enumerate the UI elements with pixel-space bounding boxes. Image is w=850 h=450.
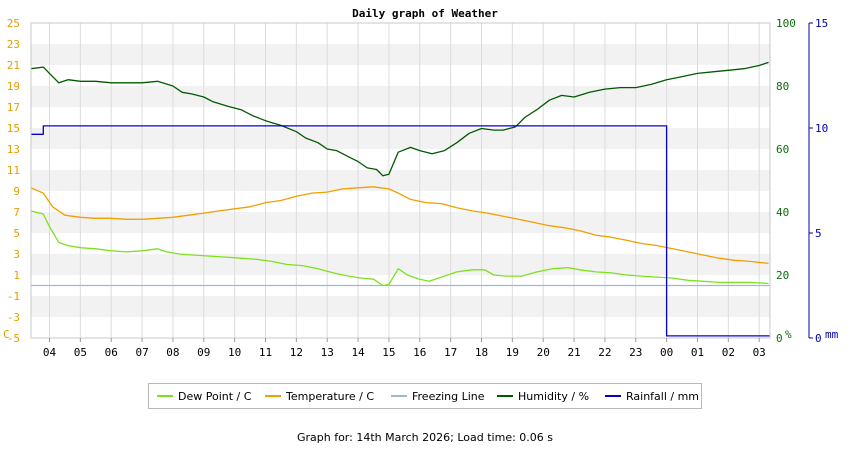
x-tick-label: 07: [135, 346, 148, 359]
humidity-axis-tick-label: 80: [776, 80, 789, 93]
left-axis-tick-label: -3: [7, 311, 20, 324]
temperature-swatch-icon: [265, 395, 281, 397]
legend-label-temperature: Temperature / C: [286, 389, 375, 403]
legend-label-dew-point: Dew Point / C: [178, 389, 252, 403]
legend-item-rainfall: Rainfall / mm: [605, 384, 699, 408]
legend-label-rainfall: Rainfall / mm: [626, 389, 700, 403]
background-band: [31, 233, 770, 254]
x-axis-ticks: 04 05 06 07 08 09 10 11 12 13 14 15 16 17 18 19 20 21 22 23…: [43, 338, 766, 359]
rainfall-axis-ticks: 0 5 10 15: [809, 17, 828, 345]
left-axis-tick-label: 1: [13, 269, 20, 282]
x-tick-label: 15: [382, 346, 395, 359]
left-axis-tick-label: 13: [7, 143, 20, 156]
footer-status: Graph for: 14th March 2026; Load time: 0…: [296, 431, 554, 444]
background-band: [31, 149, 770, 170]
background-band: [31, 44, 770, 65]
series-line-humidity: [30, 61, 769, 177]
left-axis-tick-label: -5: [7, 332, 20, 345]
background-band: [31, 191, 770, 212]
legend-item-humidity: Humidity / %: [497, 384, 589, 408]
x-tick-label: 05: [74, 346, 87, 359]
x-tick-label: 09: [197, 346, 210, 359]
humidity-axis-tick-label: 100: [776, 17, 796, 30]
x-tick-label: 01: [691, 346, 704, 359]
left-axis-unit: C: [3, 328, 10, 341]
legend-item-freezing-line: Freezing Line: [391, 384, 485, 408]
humidity-axis-ticks: 0 20 40 60 80 100: [776, 17, 796, 345]
x-tick-label: 03: [753, 346, 766, 359]
chart-title: Daily graph of Weather: [352, 7, 498, 20]
rainfall-axis-tick-label: 0: [815, 332, 822, 345]
background-band: [31, 317, 770, 338]
humidity-axis-tick-label: 0: [776, 332, 783, 345]
legend-label-humidity: Humidity / %: [518, 389, 590, 403]
x-tick-label: 23: [629, 346, 642, 359]
series-layer: [30, 61, 770, 337]
background-band: [31, 212, 770, 233]
left-axis-tick-label: 9: [13, 185, 20, 198]
x-tick-label: 12: [290, 346, 303, 359]
left-axis-tick-label: 17: [7, 101, 20, 114]
rainfall-swatch-icon: [605, 395, 621, 397]
legend-item-temperature: Temperature / C: [265, 384, 374, 408]
x-tick-label: 11: [259, 346, 272, 359]
rainfall-axis-tick-label: 15: [815, 17, 828, 30]
left-axis-tick-label: 5: [13, 227, 20, 240]
left-axis-tick-label: 7: [13, 206, 20, 219]
x-tick-label: 13: [321, 346, 334, 359]
x-tick-label: 19: [506, 346, 519, 359]
legend-label-freezing-line: Freezing Line: [412, 389, 485, 403]
left-axis-tick-label: 23: [7, 38, 20, 51]
legend: Dew Point / C Temperature / C Freezing L…: [148, 383, 702, 409]
x-tick-label: 22: [598, 346, 611, 359]
x-tick-label: 04: [43, 346, 57, 359]
x-tick-label: 16: [413, 346, 426, 359]
background-band: [31, 254, 770, 275]
left-axis-tick-label: -1: [7, 290, 20, 303]
x-tick-label: 14: [351, 346, 365, 359]
left-axis-tick-label: 3: [13, 248, 20, 261]
dew-point-swatch-icon: [157, 395, 173, 397]
humidity-axis-tick-label: 40: [776, 206, 789, 219]
humidity-axis-tick-label: 60: [776, 143, 789, 156]
left-axis-tick-label: 19: [7, 80, 20, 93]
left-axis-tick-label: 21: [7, 59, 20, 72]
freezing-line-swatch-icon: [391, 395, 407, 397]
x-tick-label: 10: [228, 346, 241, 359]
background-band: [31, 170, 770, 191]
rainfall-axis-unit: mm: [825, 328, 839, 341]
series-line-rainfall: [31, 125, 770, 337]
legend-item-dew-point: Dew Point / C: [157, 384, 251, 408]
left-axis-tick-label: 25: [7, 17, 20, 30]
humidity-axis-tick-label: 20: [776, 269, 789, 282]
rainfall-axis-tick-label: 10: [815, 122, 828, 135]
background-band: [31, 296, 770, 317]
x-tick-label: 00: [660, 346, 673, 359]
x-tick-label: 06: [105, 346, 118, 359]
x-tick-label: 08: [166, 346, 179, 359]
left-axis-tick-label: 11: [7, 164, 20, 177]
x-tick-label: 18: [475, 346, 488, 359]
x-tick-label: 02: [722, 346, 735, 359]
humidity-axis-unit: %: [785, 328, 792, 341]
series-line-dew-point: [30, 210, 769, 287]
x-tick-label: 21: [567, 346, 580, 359]
background-band: [31, 128, 770, 149]
series-line-temperature: [30, 186, 769, 265]
x-tick-label: 17: [444, 346, 457, 359]
left-axis-tick-label: 15: [7, 122, 20, 135]
humidity-swatch-icon: [497, 395, 513, 397]
background-band: [31, 65, 770, 86]
background-band: [31, 23, 770, 44]
plot-frame: [30, 22, 771, 339]
rainfall-axis-tick-label: 5: [815, 227, 822, 240]
background-band: [31, 107, 770, 128]
background-band: [31, 86, 770, 107]
x-tick-label: 20: [537, 346, 550, 359]
